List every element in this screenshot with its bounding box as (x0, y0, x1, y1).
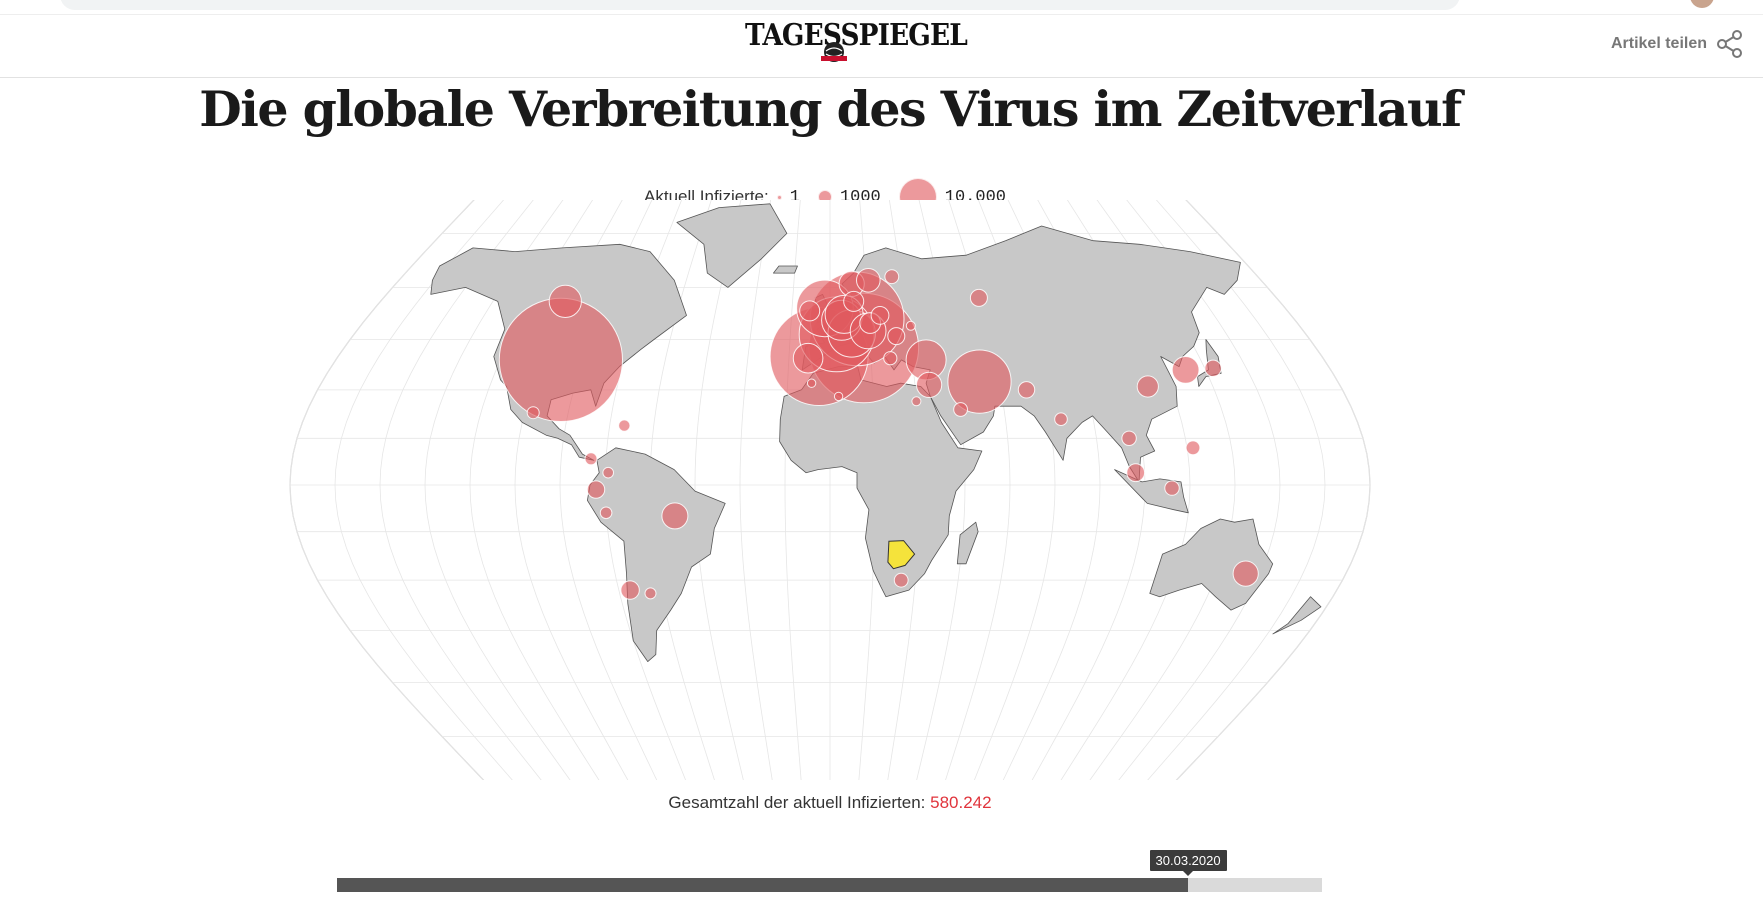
bubble-brasilien[interactable] (661, 502, 689, 530)
share-label: Artikel teilen (1610, 35, 1707, 52)
share-article[interactable]: Artikel teilen (1611, 29, 1745, 59)
bubble-philippinen[interactable] (1185, 440, 1201, 456)
bubble-russland[interactable] (969, 288, 988, 307)
legend-value-small: 1 (789, 187, 800, 207)
world-map[interactable] (280, 200, 1380, 780)
bubble-dominikanische-republik[interactable] (618, 419, 631, 432)
bubble-südkorea[interactable] (1171, 356, 1200, 384)
bubble-finnland[interactable] (884, 269, 900, 285)
bubble-algerien[interactable] (833, 391, 844, 402)
bubble-saudi-arabien[interactable] (953, 402, 968, 417)
landmass-south-america (587, 447, 726, 662)
legend-bubble-small (776, 194, 782, 200)
timeline-progress (337, 878, 1189, 892)
bubble-portugal[interactable] (792, 342, 824, 374)
bubble-indien[interactable] (1054, 412, 1068, 426)
bubble-israel[interactable] (916, 371, 943, 398)
bubble-ukraine[interactable] (905, 320, 916, 331)
total-label: Gesamtzahl der aktuell Infizierten: (668, 793, 926, 812)
landmass-australia (1149, 518, 1274, 611)
bubble-thailand[interactable] (1121, 430, 1137, 447)
bubble-china[interactable] (1136, 375, 1159, 398)
bubble-kolumbien[interactable] (602, 466, 615, 479)
bubble-peru[interactable] (599, 506, 613, 520)
bubble-südafrika[interactable] (893, 572, 909, 588)
timeline-date-tooltip: 30.03.2020 (1149, 850, 1227, 876)
profile-avatar[interactable] (1690, 0, 1714, 8)
bubble-polen[interactable] (870, 306, 890, 325)
globe-emblem-icon (821, 42, 847, 62)
bubble-kanada[interactable] (548, 284, 582, 319)
share-icon (1717, 30, 1742, 58)
bubble-mexiko[interactable] (526, 406, 540, 420)
page-title: Die globale Verbreitung des Virus im Zei… (199, 80, 1462, 138)
bubble-iran[interactable] (947, 349, 1012, 414)
timeline-slider[interactable] (337, 878, 1322, 892)
bubble-rumänien[interactable] (887, 327, 906, 346)
browser-toolbar (0, 0, 1763, 14)
bubble-chile[interactable] (620, 580, 640, 600)
bubble-ecuador[interactable] (586, 480, 606, 499)
landmass-madagascar (956, 521, 979, 565)
landmass-iceland (773, 265, 798, 274)
bubble-pakistan[interactable] (1017, 381, 1036, 399)
total-infected: Gesamtzahl der aktuell Infizierten: 580.… (0, 793, 1660, 813)
bubble-marokko[interactable] (806, 378, 817, 388)
bubble-irland[interactable] (799, 300, 821, 322)
bubble-malaysia[interactable] (1126, 463, 1146, 483)
bubble-argentinien[interactable] (644, 587, 657, 600)
bubble-dänemark[interactable] (843, 290, 865, 312)
bubble-schweden[interactable] (856, 268, 881, 293)
bubble-panama[interactable] (584, 452, 598, 466)
bubble-indonesien[interactable] (1164, 480, 1180, 496)
landmass-greenland (676, 203, 788, 288)
site-logo[interactable]: TAGESSPIEGEL (733, 18, 968, 75)
infection-bubbles[interactable] (498, 268, 1259, 600)
address-bar[interactable] (60, 0, 1460, 10)
site-header: TAGESSPIEGEL Artikel teilen (0, 14, 1763, 78)
bubble-australien[interactable] (1232, 560, 1259, 587)
landmass-new-zealand (1272, 596, 1322, 635)
country-highlight-botswana[interactable] (887, 540, 916, 570)
bubble-griechenland[interactable] (883, 351, 898, 366)
bubble-japan[interactable] (1204, 359, 1222, 378)
total-value: 580.242 (930, 793, 992, 812)
bubble-ägypten[interactable] (911, 396, 922, 407)
logo-wordmark: TAGESSPIEGEL (745, 18, 968, 53)
